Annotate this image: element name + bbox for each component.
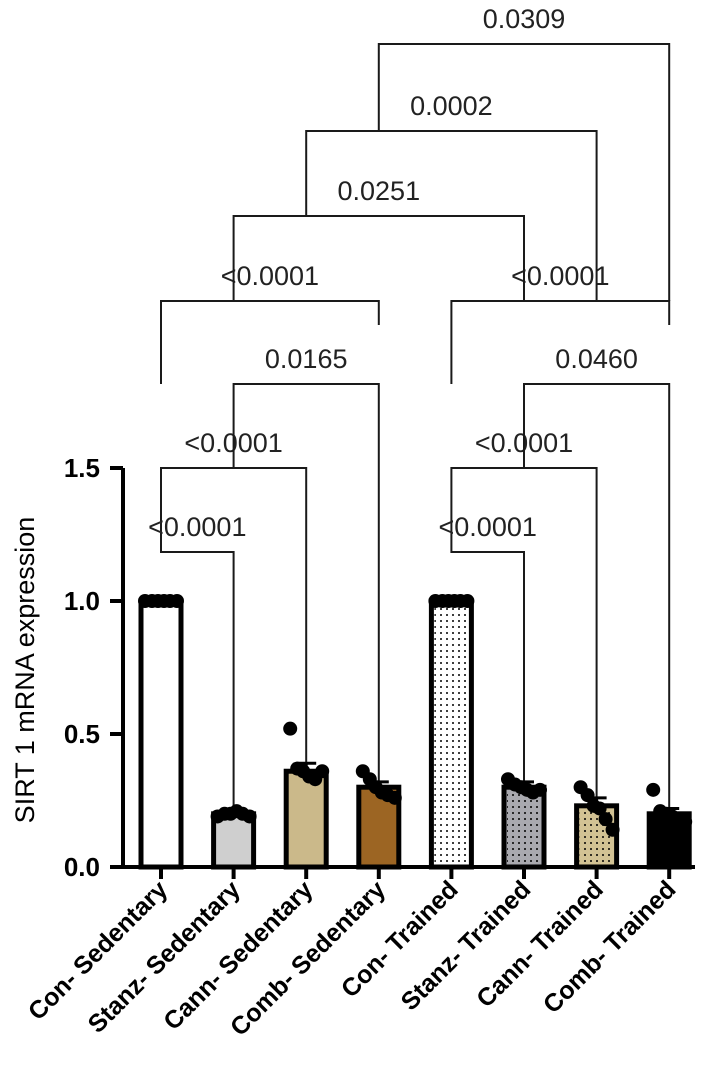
bar	[138, 598, 184, 870]
p-value-label: <0.0001	[439, 512, 537, 542]
data-point	[170, 594, 184, 608]
y-tick-label: 0.5	[64, 719, 100, 749]
x-category-label: Cann- Trained	[471, 875, 609, 1013]
y-axis-title: SIRT 1 mRNA expression	[10, 517, 40, 824]
y-tick-label: 1.5	[64, 453, 100, 483]
p-value-label: 0.0309	[483, 4, 566, 34]
data-point	[646, 782, 661, 797]
p-value-label: 0.0251	[338, 176, 421, 206]
data-point	[580, 788, 595, 803]
comparison-bracket	[232, 215, 525, 301]
p-value-label: 0.0165	[265, 344, 348, 374]
data-point	[678, 814, 693, 829]
comparison-bracket	[523, 383, 671, 845]
data-point	[283, 721, 298, 736]
p-value-label: 0.0002	[410, 91, 493, 121]
p-value-label: <0.0001	[148, 512, 246, 542]
bar	[283, 768, 329, 870]
p-value-label: 0.0460	[555, 344, 638, 374]
data-point	[242, 809, 257, 824]
data-point	[533, 782, 547, 797]
significance-brackets: <0.0001<0.00010.0165<0.0001<0.0001<0.000…	[148, 4, 671, 845]
y-tick-label: 0.0	[64, 852, 100, 882]
comparison-bracket	[305, 130, 598, 301]
comparison-bracket	[450, 300, 671, 384]
comparison-bracket	[160, 495, 235, 808]
x-category-label: Stanz- Trained	[396, 875, 537, 1016]
comparison-bracket	[160, 300, 380, 384]
axes	[110, 466, 695, 879]
data-point	[315, 764, 330, 779]
comparison-bracket	[232, 383, 380, 845]
y-tick-labels: 0.0 0.5 1.0 1.5	[64, 453, 100, 882]
data-point	[605, 822, 620, 837]
data-point	[592, 801, 607, 816]
x-category-label: Comb- Trained	[538, 875, 682, 1019]
data-points	[138, 594, 693, 837]
comparison-bracket	[450, 495, 525, 828]
p-value-label: <0.0001	[511, 261, 609, 291]
p-value-label: <0.0001	[221, 261, 319, 291]
data-point	[387, 790, 402, 805]
data-point	[598, 812, 613, 827]
y-tick-label: 1.0	[64, 586, 100, 616]
bar-pattern	[507, 790, 541, 864]
data-point	[460, 594, 475, 608]
bar-pattern	[434, 604, 469, 864]
comparison-bracket	[377, 43, 671, 301]
